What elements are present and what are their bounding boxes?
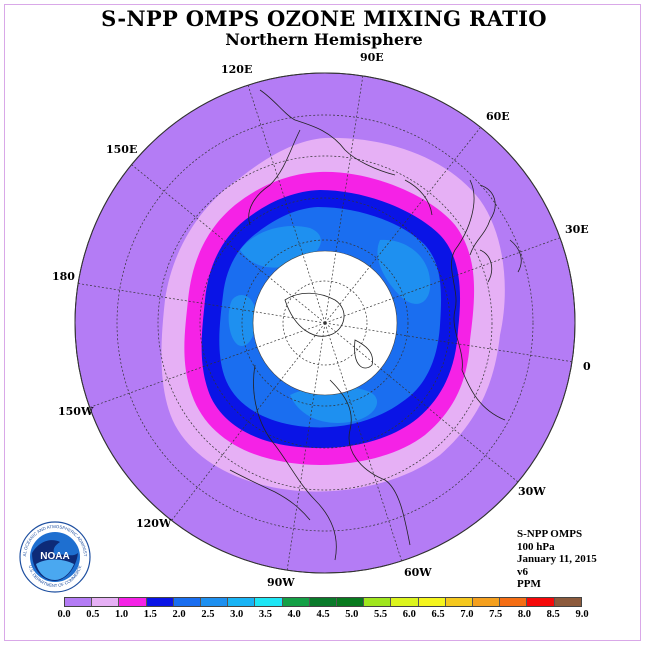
info-instrument: S-NPP OMPS [517,528,583,540]
colorbar-tick-label: 5.0 [345,609,359,620]
info-date: January 11, 2015 [517,553,597,565]
lon-label-120e: 120E [221,63,252,76]
lon-label-180: 180 [52,270,75,283]
lon-label-30w: 30W [518,485,546,498]
hemisphere-outline [74,72,576,574]
colorbar-segment [391,598,419,606]
map-title: S-NPP OMPS OZONE MIXING RATIO [101,6,547,31]
colorbar-segment [119,598,147,606]
colorbar-tick-label: 4.5 [316,609,330,620]
info-units: PPM [517,578,541,590]
info-block: S-NPP OMPS 100 hPa January 11, 2015 v6 P… [517,528,597,591]
colorbar-segment [554,598,581,606]
colorbar-segment [282,598,310,606]
lon-label-60w: 60W [404,566,432,579]
colorbar-segment [146,598,174,606]
colorbar-tick-label: 4.0 [287,609,301,620]
info-version: v6 [517,565,528,578]
noaa-logo-icon: NOAA NATIONAL OCEANIC AND ATMOSPHERIC AD… [18,520,91,593]
noaa-logo-text: NOAA [40,551,69,562]
lon-label-30e: 30E [565,223,589,236]
info-level: 100 hPa [517,540,555,553]
colorbar-tick-label: 6.0 [402,609,416,620]
ozone-field [161,89,522,561]
colorbar-segment [473,598,501,606]
colorbar-segment [418,598,446,606]
colorbar [64,597,582,607]
colorbar-tick-label: 7.0 [460,609,474,620]
lon-label-90w: 90W [267,576,295,589]
colorbar-segment [65,598,93,606]
colorbar-tick-label: 1.5 [143,609,157,620]
lon-label-60e: 60E [486,110,510,123]
colorbar-tick-label: 9.0 [575,609,589,620]
colorbar-tick-label: 3.5 [258,609,272,620]
map-subtitle: Northern Hemisphere [225,30,423,49]
colorbar-segment [527,598,555,606]
colorbar-tick-label: 7.5 [489,609,503,620]
lon-label-90e: 90E [360,51,384,64]
ozone-band-25-east [377,239,431,304]
colorbar-tick-label: 3.0 [230,609,244,620]
colorbar-ticks: 0.0 0.5 1.0 1.5 2.0 2.5 3.0 3.5 4.0 4.5 5.0 5.5 6.0 6… [57,609,588,623]
graticule [75,74,575,572]
lon-label-150e: 150E [106,143,137,156]
lon-label-0: 0 [583,360,591,373]
colorbar-tick-label: 1.0 [114,609,129,620]
colorbar-segment [309,598,338,606]
coastlines [229,89,522,561]
colorbar-segment [173,598,202,606]
colorbar-segment [255,598,283,606]
colorbar-tick-label: 5.5 [373,609,388,620]
colorbar-tick-label: 6.5 [431,609,445,620]
colorbar-segment [337,598,365,606]
colorbar-segment [201,598,229,606]
colorbar-tick-label: 0.0 [57,609,71,620]
colorbar-segment [445,598,474,606]
colorbar-segment [364,598,392,606]
figure-frame [4,4,641,641]
lon-label-150w: 150W [58,405,94,418]
ozone-band-25-south [290,385,378,423]
colorbar-tick-label: 8.5 [546,609,560,620]
colorbar-tick-label: 2.5 [201,609,215,620]
colorbar-tick-label: 8.0 [517,609,531,620]
colorbar-segment [228,598,256,606]
lon-label-120w: 120W [136,517,172,530]
colorbar-tick-label: 0.5 [86,609,100,620]
ozone-band-25-west [228,295,257,346]
colorbar-tick-label: 2.0 [172,609,186,620]
colorbar-segment [500,598,528,606]
colorbar-segment [92,598,120,606]
